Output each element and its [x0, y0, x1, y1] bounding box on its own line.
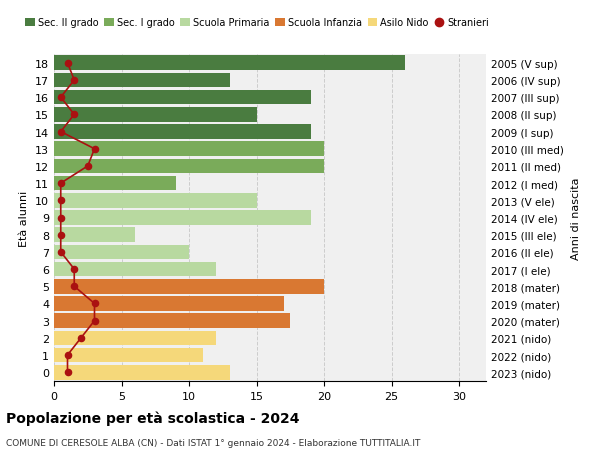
Bar [54, 348, 203, 363]
Point [56, 94, 65, 101]
Bar [54, 313, 290, 328]
Point [83, 163, 92, 170]
Text: Popolazione per età scolastica - 2024: Popolazione per età scolastica - 2024 [6, 411, 299, 425]
Bar [54, 211, 311, 225]
Point [63, 60, 72, 67]
Point [63, 352, 72, 359]
Bar [54, 280, 324, 294]
Bar [54, 228, 135, 242]
Y-axis label: Età alunni: Età alunni [19, 190, 29, 246]
Bar [54, 56, 405, 71]
Bar [54, 245, 189, 260]
Point [90, 317, 100, 325]
Point [70, 283, 79, 290]
Bar [54, 91, 311, 105]
Point [56, 214, 65, 222]
Point [70, 112, 79, 119]
Y-axis label: Anni di nascita: Anni di nascita [571, 177, 581, 259]
Point [90, 300, 100, 308]
Point [56, 231, 65, 239]
Bar [54, 125, 311, 140]
Point [76, 335, 86, 342]
Bar [54, 142, 324, 157]
Bar [54, 262, 216, 277]
Point [56, 180, 65, 187]
Legend: Sec. II grado, Sec. I grado, Scuola Primaria, Scuola Infanzia, Asilo Nido, Stran: Sec. II grado, Sec. I grado, Scuola Prim… [21, 14, 493, 32]
Point [56, 249, 65, 256]
Point [90, 146, 100, 153]
Point [56, 197, 65, 205]
Bar [54, 331, 216, 345]
Point [56, 129, 65, 136]
Text: COMUNE DI CERESOLE ALBA (CN) - Dati ISTAT 1° gennaio 2024 - Elaborazione TUTTITA: COMUNE DI CERESOLE ALBA (CN) - Dati ISTA… [6, 438, 421, 448]
Bar [54, 159, 324, 174]
Bar [54, 108, 257, 123]
Bar [54, 365, 230, 380]
Point [70, 77, 79, 84]
Bar [54, 176, 176, 191]
Point [63, 369, 72, 376]
Bar [54, 297, 284, 311]
Bar [54, 73, 230, 88]
Point [70, 266, 79, 273]
Bar [54, 194, 257, 208]
